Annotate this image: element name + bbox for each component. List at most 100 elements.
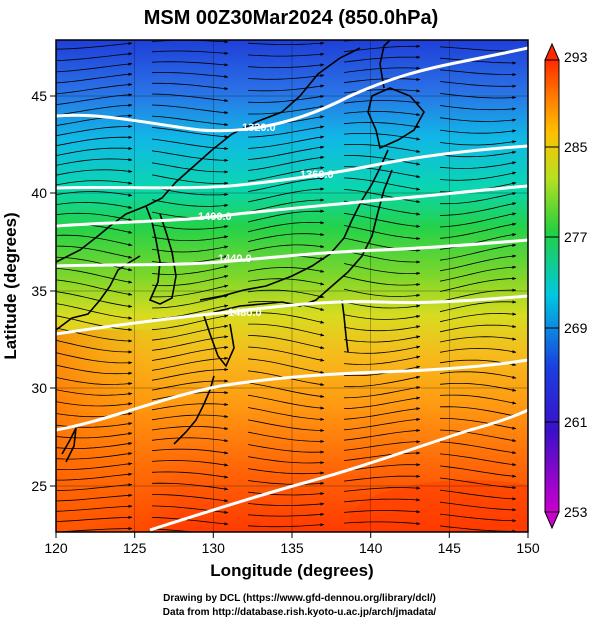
streamline (439, 161, 517, 169)
streamline (439, 525, 517, 532)
streamline (439, 105, 517, 111)
streamline (343, 335, 421, 343)
streamline (151, 379, 229, 391)
contour-label-1400: 1400.0 (198, 211, 232, 223)
streamline (343, 440, 421, 451)
streamline (56, 401, 133, 407)
streamline (151, 235, 229, 242)
x-tick-label: 120 (44, 540, 68, 556)
coastline-asia-mainland (56, 47, 361, 263)
streamline (56, 303, 133, 320)
streamline (439, 202, 517, 216)
contour-label-1320: 1320.0 (242, 122, 276, 134)
y-tick-labels: 45 40 35 30 25 (31, 88, 47, 494)
streamline (439, 81, 517, 88)
streamline (56, 291, 133, 308)
streamline (343, 355, 421, 365)
streamline (56, 180, 133, 186)
streamline (151, 517, 229, 526)
streamline (439, 383, 517, 392)
streamline (56, 72, 133, 84)
streamline (343, 212, 421, 228)
coastline-taiwan (61, 427, 77, 463)
streamline (56, 483, 133, 491)
streamline (439, 69, 517, 77)
x-tick-label: 125 (123, 540, 147, 556)
streamline (343, 66, 421, 73)
streamline (343, 407, 421, 420)
streamline (343, 288, 421, 298)
streamline (343, 451, 421, 461)
streamline (343, 133, 421, 141)
streamline (247, 289, 325, 299)
streamline (151, 50, 229, 55)
streamline (343, 386, 421, 399)
streamline (343, 474, 421, 482)
coastline-honshu-south (213, 169, 393, 313)
colorbar: 293 285 277 269 261 253 (544, 42, 588, 530)
streamline (56, 83, 133, 95)
streamline (343, 100, 421, 105)
streamline (56, 103, 133, 116)
streamline (247, 382, 325, 398)
streamline (247, 444, 325, 454)
streamline (247, 346, 325, 362)
streamline (247, 502, 325, 507)
streamline (56, 52, 133, 61)
colorbar-tick-label: 285 (564, 139, 588, 155)
y-tick-label: 45 (31, 88, 47, 104)
streamline (343, 144, 421, 153)
streamline (56, 234, 133, 247)
streamline (247, 52, 325, 57)
streamline (439, 265, 517, 282)
streamline (343, 365, 421, 376)
streamline (247, 155, 325, 171)
map-plot-area: 1320.0 1360.0 1400.0 1440.0 1480.0 (56, 40, 528, 532)
streamline (151, 186, 229, 197)
streamline (343, 417, 421, 431)
contour-1520 (149, 408, 528, 532)
streamline (439, 513, 517, 523)
streamline (343, 396, 421, 409)
streamline (343, 486, 421, 492)
y-axis-label: Latitude (degrees) (1, 212, 20, 359)
streamline (56, 352, 133, 365)
streamline (439, 489, 517, 501)
coastline-china-east (56, 255, 141, 331)
wind-streamlines (56, 40, 517, 532)
streamline (439, 46, 517, 53)
streamline (512, 40, 517, 42)
streamline (439, 140, 517, 146)
streamline (343, 521, 421, 526)
streamline (56, 41, 133, 50)
streamline (344, 155, 421, 166)
streamline (56, 245, 133, 259)
streamline (439, 441, 517, 455)
streamline (247, 74, 325, 80)
coastline-izu-islands (341, 299, 349, 353)
streamline (56, 339, 133, 354)
colorbar-tick-label: 269 (564, 320, 588, 336)
streamline (343, 177, 421, 191)
streamline (151, 61, 229, 67)
streamline (439, 300, 517, 313)
streamline (247, 94, 325, 103)
streamline (439, 477, 517, 490)
streamline (151, 199, 229, 208)
streamline (56, 452, 133, 460)
contour-1500 (56, 358, 528, 432)
streamline (56, 472, 133, 481)
streamline (343, 325, 421, 332)
streamline (151, 482, 229, 491)
streamline (439, 233, 517, 250)
streamline (439, 453, 517, 467)
x-tick-label: 130 (202, 540, 226, 556)
streamline (151, 314, 229, 331)
contour-1480 (56, 294, 528, 336)
coastline-hokkaido (367, 87, 425, 150)
streamline (56, 114, 133, 126)
streamline (247, 221, 325, 233)
streamline (343, 225, 421, 241)
streamline (439, 417, 517, 430)
streamline (151, 174, 229, 185)
